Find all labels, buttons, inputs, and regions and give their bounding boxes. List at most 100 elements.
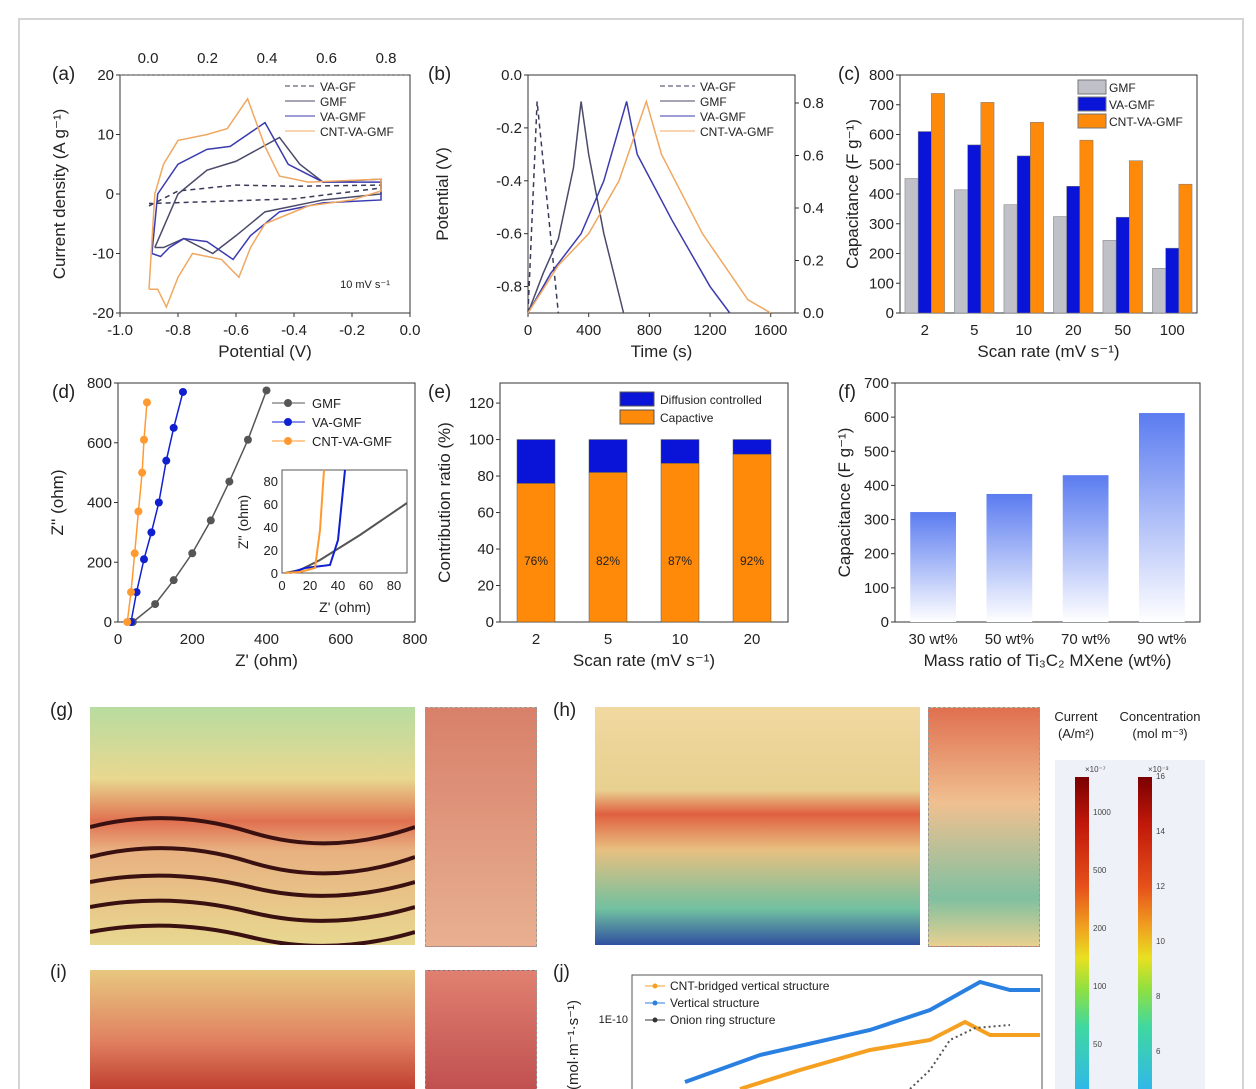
bar-diffusion-controlled: [516, 439, 556, 484]
simulation-g-inset: [425, 707, 537, 947]
axes-box-e: [499, 382, 789, 623]
x-tick-label: 90 wt%: [1137, 631, 1186, 648]
current-multiplier: ×10⁻⁷: [1085, 765, 1106, 774]
x-tick-label: 600: [328, 631, 353, 648]
inset-x-tick: 80: [387, 578, 401, 593]
data-point: [142, 398, 151, 407]
y-tick-label: 0: [886, 305, 894, 322]
legend-label: VA-GMF: [700, 110, 746, 124]
x-axis-label: Scan rate (mV s⁻¹): [573, 651, 715, 670]
current-title: Current: [1054, 709, 1098, 724]
bar-capactive: [516, 483, 556, 623]
data-point: [262, 386, 271, 395]
panel-label: (d): [52, 382, 75, 403]
inset-x-tick: 40: [331, 578, 345, 593]
series-va-gmf: [130, 391, 184, 623]
y-tick-label: 0: [106, 186, 114, 203]
legend-marker: [284, 418, 292, 426]
axes-box-b: [527, 74, 796, 314]
series-va-gf: [527, 101, 560, 314]
current-tick-label: 200: [1093, 924, 1107, 933]
colorbar-concentration: [1138, 777, 1152, 1089]
legend-swatch: [1077, 79, 1107, 95]
y-tick-label: 200: [87, 554, 112, 571]
legend-label: CNT-VA-GMF: [320, 125, 394, 139]
current-tick-label: 100: [1093, 982, 1107, 991]
y-tick-label: 0: [881, 614, 889, 631]
bar-cnt-va-gmf: [1079, 139, 1094, 314]
y-tick-label: 0.0: [501, 67, 522, 84]
panel-label: (e): [428, 382, 451, 403]
axes-box-f: [894, 382, 1201, 623]
y-tick-label: 100: [469, 432, 494, 449]
x-tick-label: 1200: [693, 322, 726, 339]
legend-label: VA-GMF: [1109, 98, 1155, 112]
y-tick-label: -20: [92, 305, 114, 322]
colorbar-concentration-title: Concentration (mol m⁻³): [1108, 708, 1212, 742]
x-tick-label: 10: [672, 631, 689, 648]
legend-label: GMF: [312, 396, 341, 411]
x-tick-label: 200: [180, 631, 205, 648]
concentration-tick-label: 12: [1156, 882, 1165, 891]
x-axis-label: Scan rate (mV s⁻¹): [977, 342, 1119, 361]
simulation-h-inset: [928, 707, 1040, 947]
y-tick-label: 500: [869, 156, 894, 173]
onion-ring-layers: [90, 816, 415, 945]
y-tick-label: 400: [864, 477, 889, 494]
data-point: [243, 435, 252, 444]
data-point: [169, 423, 178, 432]
data-point: [162, 456, 171, 465]
x-tick-label: 5: [970, 322, 978, 339]
inset-y-tick: 40: [264, 520, 278, 535]
data-point: [151, 600, 160, 609]
legend-label: Capactive: [660, 411, 714, 425]
axes-box-a: [119, 74, 411, 314]
y-tick-label: -0.4: [496, 173, 522, 190]
x-tick-label: -0.6: [223, 322, 249, 339]
legend-swatch: [1077, 113, 1107, 129]
bar-diffusion-controlled: [660, 439, 700, 464]
concentration-multiplier: ×10⁻³: [1148, 765, 1169, 774]
data-point: [139, 435, 148, 444]
y-axis-label: Potential (V): [433, 147, 452, 241]
y-axis-label: (mol·m⁻¹·s⁻¹): [565, 1000, 582, 1089]
x-tick-label: 0: [114, 631, 122, 648]
y-axis-label: Capacitance (F g⁻¹): [843, 119, 862, 269]
y-axis-label: Z'' (ohm): [48, 470, 67, 536]
concentration-unit: (mol m⁻³): [1132, 726, 1188, 741]
right-y-tick-label: 0.4: [803, 200, 824, 217]
bar-gmf: [1053, 216, 1067, 314]
x-axis-label: Mass ratio of Ti₃C₂ MXene (wt%): [924, 651, 1172, 670]
legend-swatch: [1077, 96, 1107, 112]
series-gmf: [132, 390, 268, 623]
y-tick-label: 400: [869, 186, 894, 203]
data-point: [147, 528, 156, 537]
bar-va-gmf: [1165, 247, 1180, 314]
bar-cnt-va-gmf: [1030, 122, 1044, 314]
y-tick-label: 500: [864, 443, 889, 460]
x-tick-label: 5: [604, 631, 612, 648]
bar-cnt-va-gmf: [1178, 183, 1193, 314]
bar-capacitance: [1139, 413, 1185, 622]
inset-series-cnt: [284, 469, 325, 574]
x-tick-label: 2: [532, 631, 540, 648]
bar-gmf: [1102, 240, 1117, 314]
data-point: [126, 588, 135, 597]
y-tick-label: 20: [477, 578, 494, 595]
legend-label: VA-GMF: [320, 110, 366, 124]
data-point: [154, 498, 163, 507]
panel-label: (j): [553, 962, 570, 983]
legend-marker: [652, 983, 658, 989]
x-tick-label: 20: [1065, 322, 1082, 339]
x-tick-label: 100: [1160, 322, 1185, 339]
inset-x-tick: 0: [278, 578, 285, 593]
legend-marker: [284, 399, 292, 407]
bar-value-label: 87%: [668, 554, 692, 568]
top-x-tick-label: 0.8: [376, 50, 397, 67]
inset-y-tick: 80: [264, 474, 278, 489]
x-tick-label: 30 wt%: [909, 631, 958, 648]
series-gmf: [154, 136, 382, 255]
y-tick-label: 700: [869, 97, 894, 114]
bar-capacitance: [986, 493, 1033, 622]
legend-label: VA-GF: [700, 80, 736, 94]
